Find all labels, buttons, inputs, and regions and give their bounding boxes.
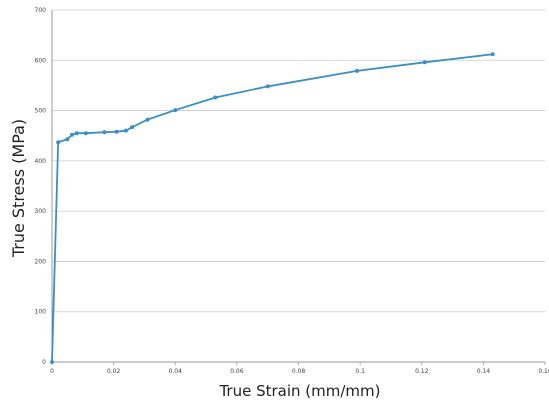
- y-tick-label: 100: [35, 309, 47, 316]
- y-tick-label: 600: [35, 57, 47, 64]
- x-tick-label: 0.04: [169, 368, 183, 375]
- x-tick-label: 0.12: [415, 368, 429, 375]
- x-tick-labels: 0 0.02 0.04 0.06 0.08 0.1 0.12 0.14 0.16: [50, 368, 549, 375]
- axes: [51, 10, 546, 365]
- data-point: [102, 130, 107, 135]
- x-axis-label: True Strain (mm/mm): [218, 382, 380, 400]
- x-tick-label: 0.02: [107, 368, 121, 375]
- x-tick-label: 0.1: [355, 368, 365, 375]
- x-tick-label: 0: [50, 368, 54, 375]
- data-point: [422, 60, 427, 65]
- data-point: [70, 132, 75, 137]
- x-tick-label: 0.16: [538, 368, 549, 375]
- y-tick-label: 0: [42, 359, 46, 366]
- data-point: [123, 128, 128, 133]
- data-point: [65, 137, 70, 142]
- gridlines: [52, 9, 545, 313]
- data-point: [355, 68, 360, 73]
- data-point: [490, 52, 495, 57]
- x-tick-label: 0.06: [230, 368, 244, 375]
- y-axis-label: True Stress (MPa): [9, 119, 28, 258]
- data-point: [173, 108, 178, 113]
- y-tick-label: 700: [35, 7, 47, 14]
- y-tick-label: 300: [35, 208, 47, 215]
- x-tick-label: 0.14: [477, 368, 491, 375]
- y-tick-label: 500: [35, 108, 47, 115]
- data-point: [83, 131, 88, 136]
- data-point: [56, 140, 61, 145]
- series-line: [51, 53, 493, 363]
- data-point: [145, 117, 150, 122]
- data-point: [213, 95, 218, 100]
- x-tick-label: 0.08: [292, 368, 306, 375]
- data-point: [265, 84, 270, 89]
- y-tick-labels: 0 100 200 300 400 500 600 700: [35, 7, 47, 366]
- series-group: [50, 52, 495, 364]
- y-tick-label: 400: [35, 158, 47, 165]
- data-point: [50, 360, 54, 364]
- data-point: [130, 125, 135, 130]
- data-point: [114, 129, 119, 134]
- data-point: [74, 131, 79, 136]
- y-tick-label: 200: [35, 258, 47, 265]
